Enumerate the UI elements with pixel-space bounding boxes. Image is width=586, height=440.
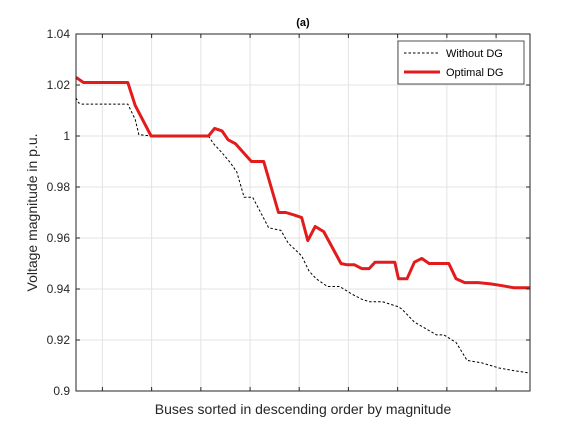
series-line-optimal-dg <box>75 76 530 290</box>
chart-title: (a) <box>296 17 310 29</box>
legend-label-without-dg: Without DG <box>446 48 503 60</box>
series-layer <box>75 76 531 374</box>
y-tick-label: 1.02 <box>47 78 71 92</box>
legend-box <box>397 40 525 85</box>
y-tick-label: 0.98 <box>47 180 71 194</box>
legend: Without DG Optimal DG <box>397 40 525 85</box>
y-tick-label: 0.92 <box>47 333 71 347</box>
plot-area <box>76 34 530 391</box>
legend-label-optimal-dg: Optimal DG <box>446 67 503 79</box>
y-tick-label: 0.96 <box>47 231 71 245</box>
y-tick-label: 0.94 <box>47 282 71 296</box>
x-axis-label: Buses sorted in descending order by magn… <box>155 401 452 417</box>
y-tick-label: 1 <box>63 129 70 143</box>
y-tick-label: 0.9 <box>53 384 70 398</box>
y-axis-label: Voltage magnitude in p.u. <box>24 133 40 291</box>
grid <box>76 34 530 391</box>
y-tick-labels: 0.9 0.92 0.94 0.96 0.98 1 1.02 1.04 <box>47 27 71 398</box>
axes-box <box>75 33 531 392</box>
ticks <box>76 33 530 392</box>
y-tick-label: 1.04 <box>47 27 71 41</box>
